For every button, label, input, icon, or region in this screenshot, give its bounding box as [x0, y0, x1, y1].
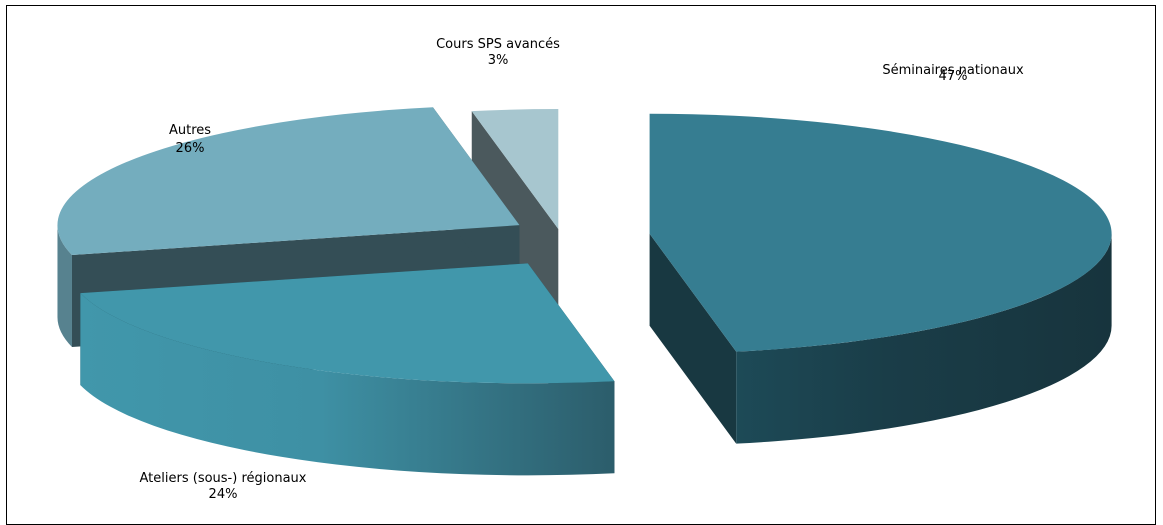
slice-side: [736, 233, 1112, 444]
slice-wall: [649, 233, 737, 444]
slice-wall: [471, 111, 559, 322]
slice-ateliers-sous-regionaux: [80, 263, 615, 476]
slice-top: [649, 113, 1112, 352]
value-label-seminaires-nationaux: 47%: [939, 69, 968, 84]
value-label-cours-sps-avances: 3%: [488, 53, 509, 68]
slice-side: [80, 293, 615, 476]
slice-top: [471, 109, 559, 230]
slice-top: [80, 263, 615, 384]
label-seminaires-nationaux: Séminaires nationaux: [882, 63, 1024, 78]
slice-seminaires-nationaux: [649, 113, 1112, 444]
label-cours-sps-avances: Cours SPS avancés: [436, 37, 560, 52]
value-label-autres: 26%: [176, 141, 205, 156]
slice-side: [57, 225, 72, 347]
label-autres: Autres: [169, 123, 211, 138]
label-ateliers-sous-regionaux: Ateliers (sous-) régionaux: [140, 471, 307, 486]
slice-top: [57, 107, 520, 255]
value-label-ateliers-sous-regionaux: 24%: [209, 487, 238, 502]
slice-cours-sps-avances: [471, 109, 559, 322]
